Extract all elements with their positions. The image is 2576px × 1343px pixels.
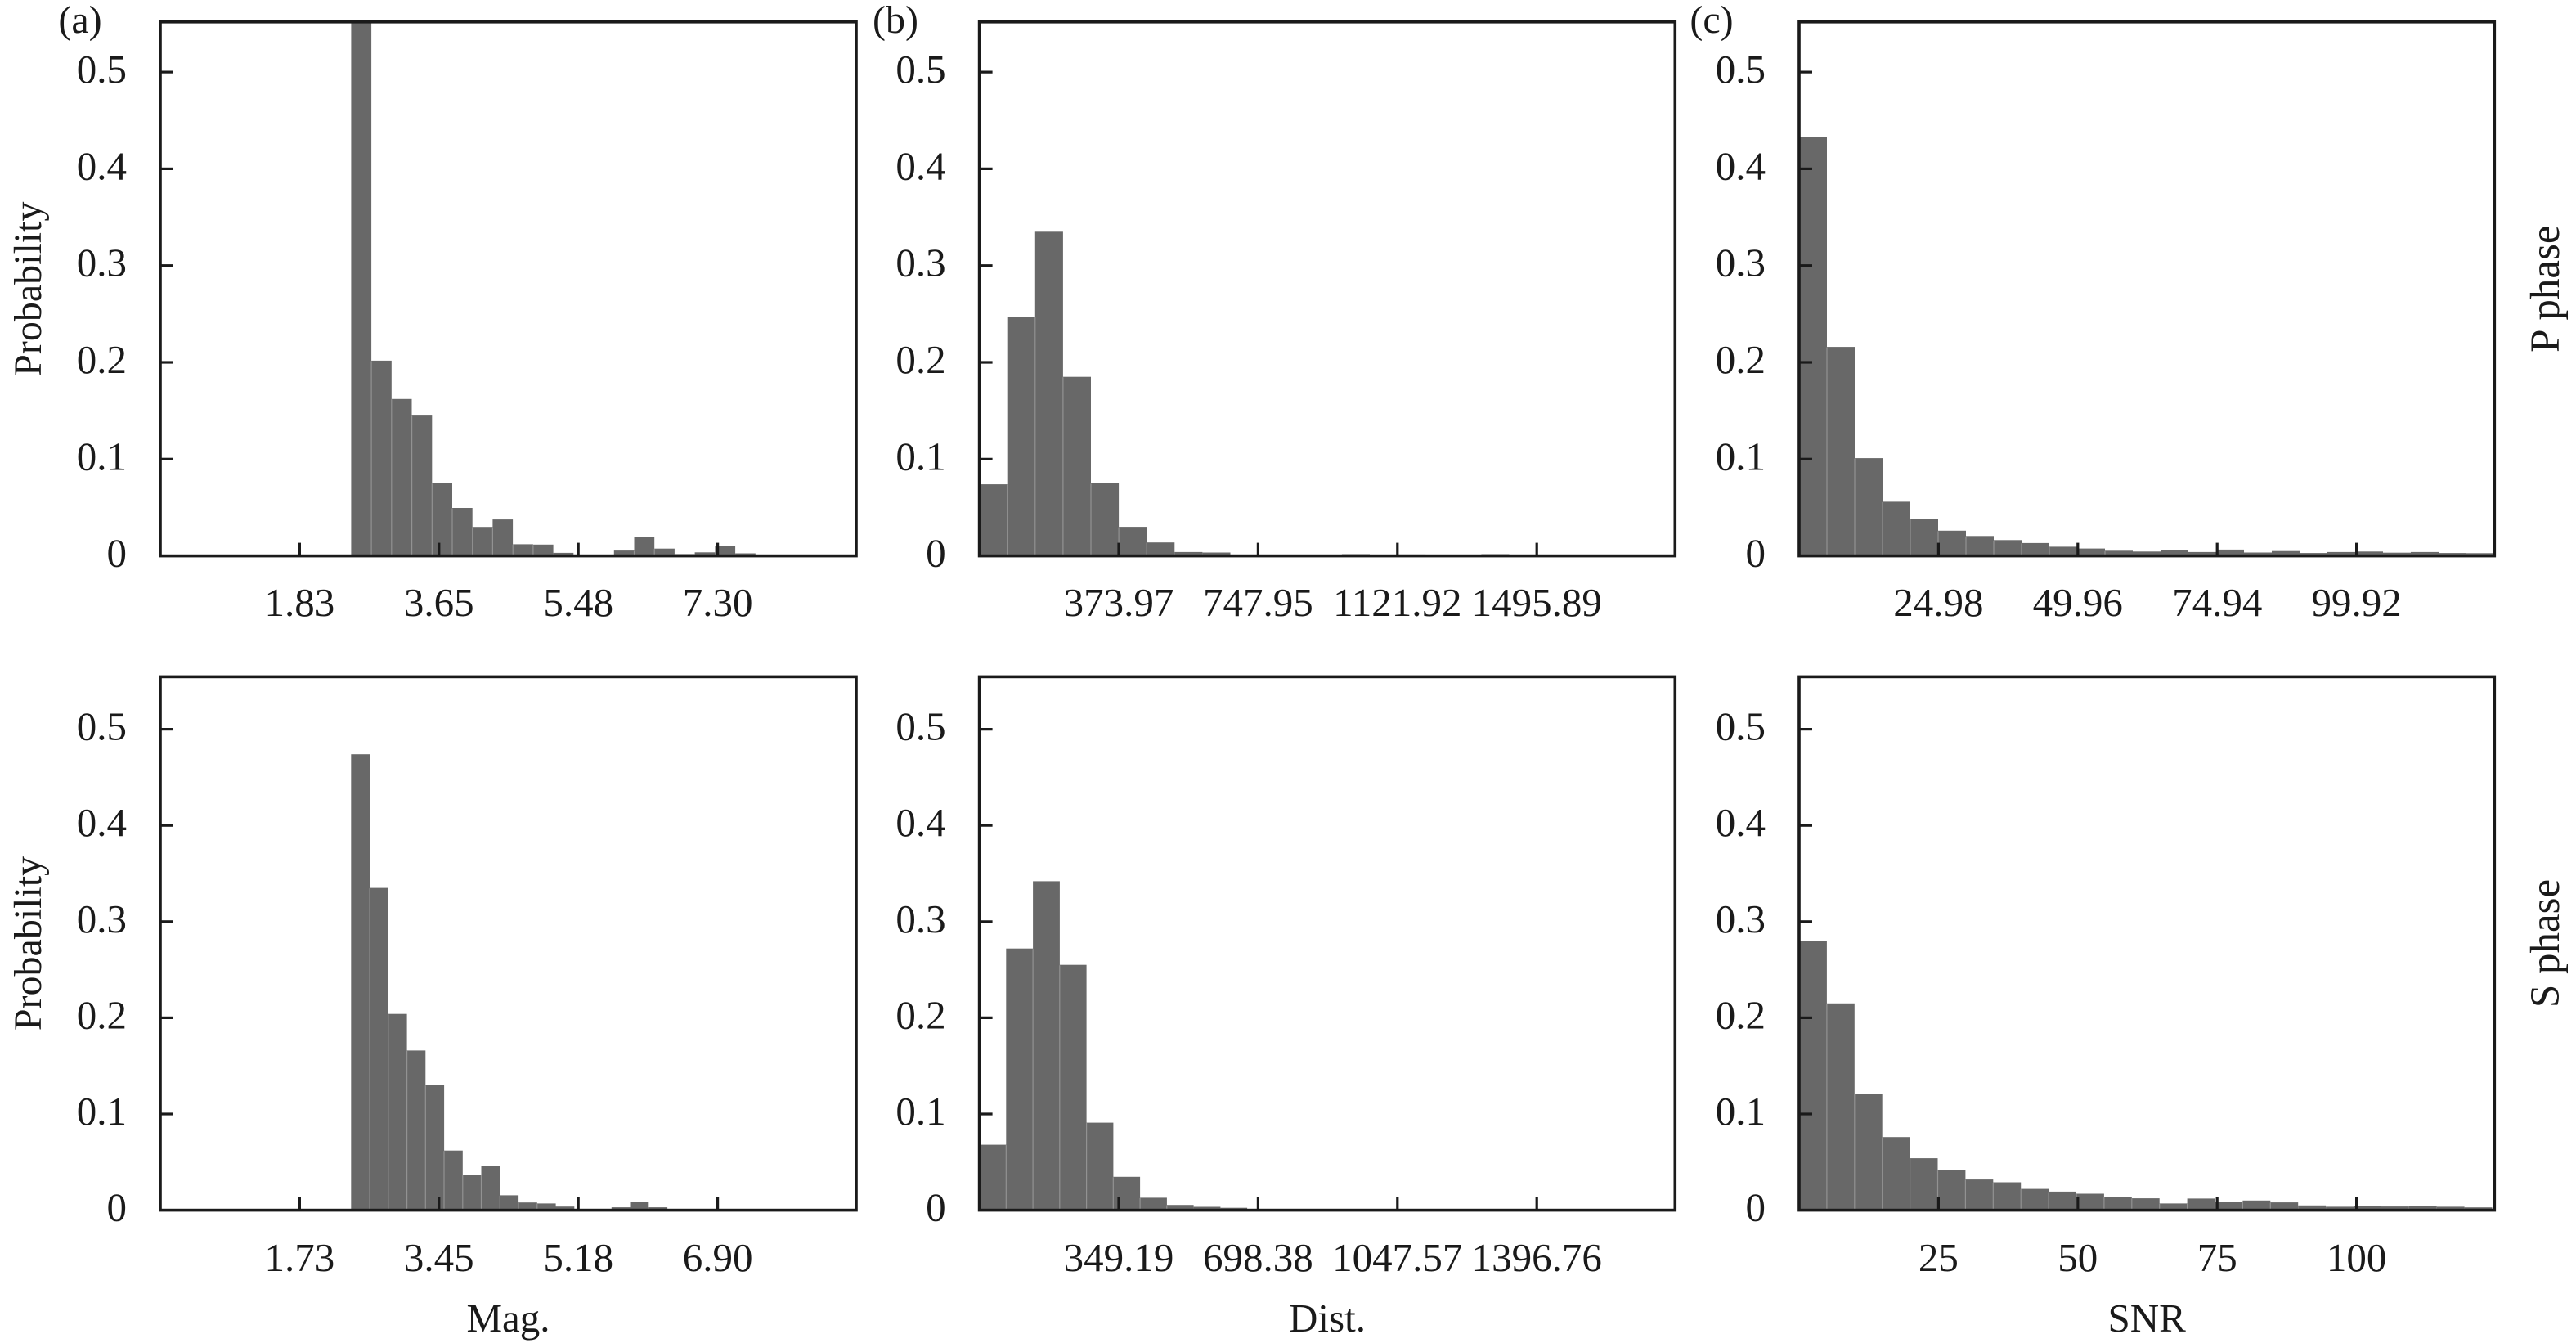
svg-text:747.95: 747.95: [1203, 580, 1313, 625]
svg-text:1.83: 1.83: [265, 580, 335, 625]
svg-text:Probability: Probability: [7, 856, 50, 1031]
svg-text:0.3: 0.3: [895, 240, 945, 285]
svg-text:0.3: 0.3: [1716, 240, 1766, 285]
svg-text:0.1: 0.1: [1716, 433, 1766, 478]
svg-text:698.38: 698.38: [1203, 1235, 1313, 1280]
svg-text:0.2: 0.2: [895, 992, 945, 1037]
svg-text:0.3: 0.3: [1716, 896, 1766, 941]
svg-text:0.2: 0.2: [1716, 337, 1766, 382]
svg-text:74.94: 74.94: [2172, 580, 2262, 625]
svg-text:0.4: 0.4: [1716, 800, 1766, 845]
svg-text:0.1: 0.1: [77, 1089, 127, 1134]
svg-text:0.4: 0.4: [77, 143, 127, 188]
svg-text:0.4: 0.4: [77, 800, 127, 845]
svg-text:1.73: 1.73: [265, 1235, 335, 1280]
svg-text:0.1: 0.1: [1716, 1089, 1766, 1134]
svg-text:Dist.: Dist.: [1289, 1296, 1366, 1341]
svg-text:0.3: 0.3: [895, 896, 945, 941]
svg-text:P phase: P phase: [2523, 226, 2569, 353]
svg-text:3.45: 3.45: [404, 1235, 474, 1280]
svg-text:373.97: 373.97: [1064, 580, 1174, 625]
svg-text:0.3: 0.3: [77, 240, 127, 285]
svg-text:0.2: 0.2: [895, 337, 945, 382]
svg-text:0.4: 0.4: [1716, 143, 1766, 188]
svg-text:5.48: 5.48: [543, 580, 613, 625]
svg-text:25: 25: [1919, 1235, 1959, 1280]
svg-text:1121.92: 1121.92: [1333, 580, 1461, 625]
svg-text:Mag.: Mag.: [466, 1296, 550, 1341]
svg-text:99.92: 99.92: [2311, 580, 2401, 625]
svg-text:5.18: 5.18: [543, 1235, 613, 1280]
svg-text:1396.76: 1396.76: [1472, 1235, 1602, 1280]
svg-text:0.4: 0.4: [895, 800, 945, 845]
svg-text:Probability: Probability: [7, 202, 50, 376]
svg-text:75: 75: [2197, 1235, 2237, 1280]
svg-text:0.5: 0.5: [1716, 47, 1766, 92]
svg-text:(c): (c): [1690, 0, 1733, 42]
svg-text:50: 50: [2058, 1235, 2098, 1280]
svg-text:0.5: 0.5: [77, 47, 127, 92]
svg-text:349.19: 349.19: [1064, 1235, 1174, 1280]
svg-text:0: 0: [1746, 1185, 1766, 1230]
svg-text:0.5: 0.5: [895, 704, 945, 749]
svg-text:3.65: 3.65: [404, 580, 474, 625]
svg-text:24.98: 24.98: [1893, 580, 1983, 625]
svg-text:0.3: 0.3: [77, 896, 127, 941]
svg-text:1047.57: 1047.57: [1332, 1235, 1462, 1280]
svg-text:1495.89: 1495.89: [1472, 580, 1602, 625]
svg-text:(b): (b): [873, 0, 918, 42]
svg-text:0.1: 0.1: [77, 433, 127, 478]
svg-text:(a): (a): [58, 0, 101, 42]
svg-text:0.4: 0.4: [895, 143, 945, 188]
svg-text:0.5: 0.5: [895, 47, 945, 92]
svg-text:SNR: SNR: [2108, 1296, 2187, 1341]
svg-text:0.2: 0.2: [1716, 992, 1766, 1037]
svg-text:0.1: 0.1: [895, 433, 945, 478]
svg-text:0.5: 0.5: [77, 704, 127, 749]
svg-text:0.2: 0.2: [77, 337, 127, 382]
svg-text:0: 0: [926, 531, 946, 576]
svg-text:0.1: 0.1: [895, 1089, 945, 1134]
svg-text:7.30: 7.30: [683, 580, 753, 625]
svg-text:0: 0: [107, 531, 128, 576]
svg-text:0: 0: [1746, 531, 1766, 576]
svg-text:0.5: 0.5: [1716, 704, 1766, 749]
svg-text:49.96: 49.96: [2033, 580, 2123, 625]
svg-text:0: 0: [107, 1185, 128, 1230]
svg-text:S phase: S phase: [2523, 879, 2569, 1008]
svg-text:100: 100: [2327, 1235, 2387, 1280]
svg-text:0: 0: [926, 1185, 946, 1230]
svg-text:6.90: 6.90: [683, 1235, 753, 1280]
svg-text:0.2: 0.2: [77, 992, 127, 1037]
